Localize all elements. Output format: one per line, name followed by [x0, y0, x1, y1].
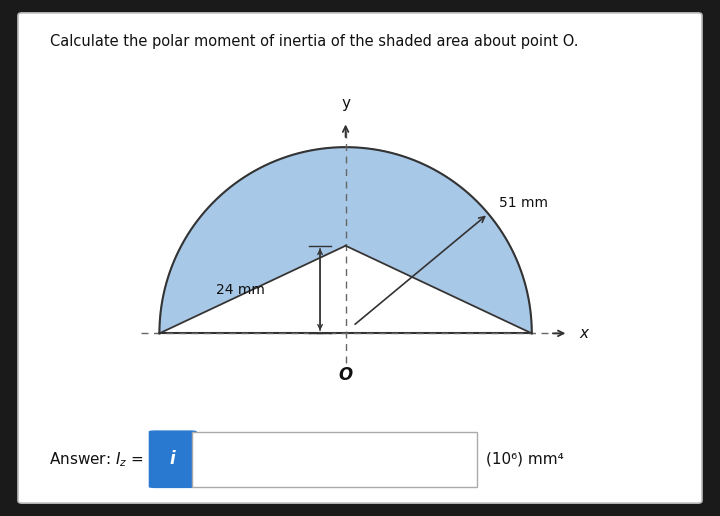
Text: O: O: [338, 366, 353, 384]
Text: x: x: [580, 326, 588, 341]
Text: 51 mm: 51 mm: [499, 196, 548, 210]
Text: y: y: [341, 95, 350, 110]
FancyBboxPatch shape: [150, 431, 196, 488]
FancyBboxPatch shape: [192, 432, 477, 487]
Polygon shape: [159, 246, 532, 333]
Text: Answer: $I_z$ =: Answer: $I_z$ =: [49, 450, 143, 469]
Text: 24 mm: 24 mm: [217, 283, 265, 297]
Text: Calculate the polar moment of inertia of the shaded area about point O.: Calculate the polar moment of inertia of…: [50, 34, 579, 49]
Text: i: i: [170, 450, 176, 468]
Polygon shape: [159, 147, 532, 333]
Text: (10⁶) mm⁴: (10⁶) mm⁴: [487, 452, 564, 467]
